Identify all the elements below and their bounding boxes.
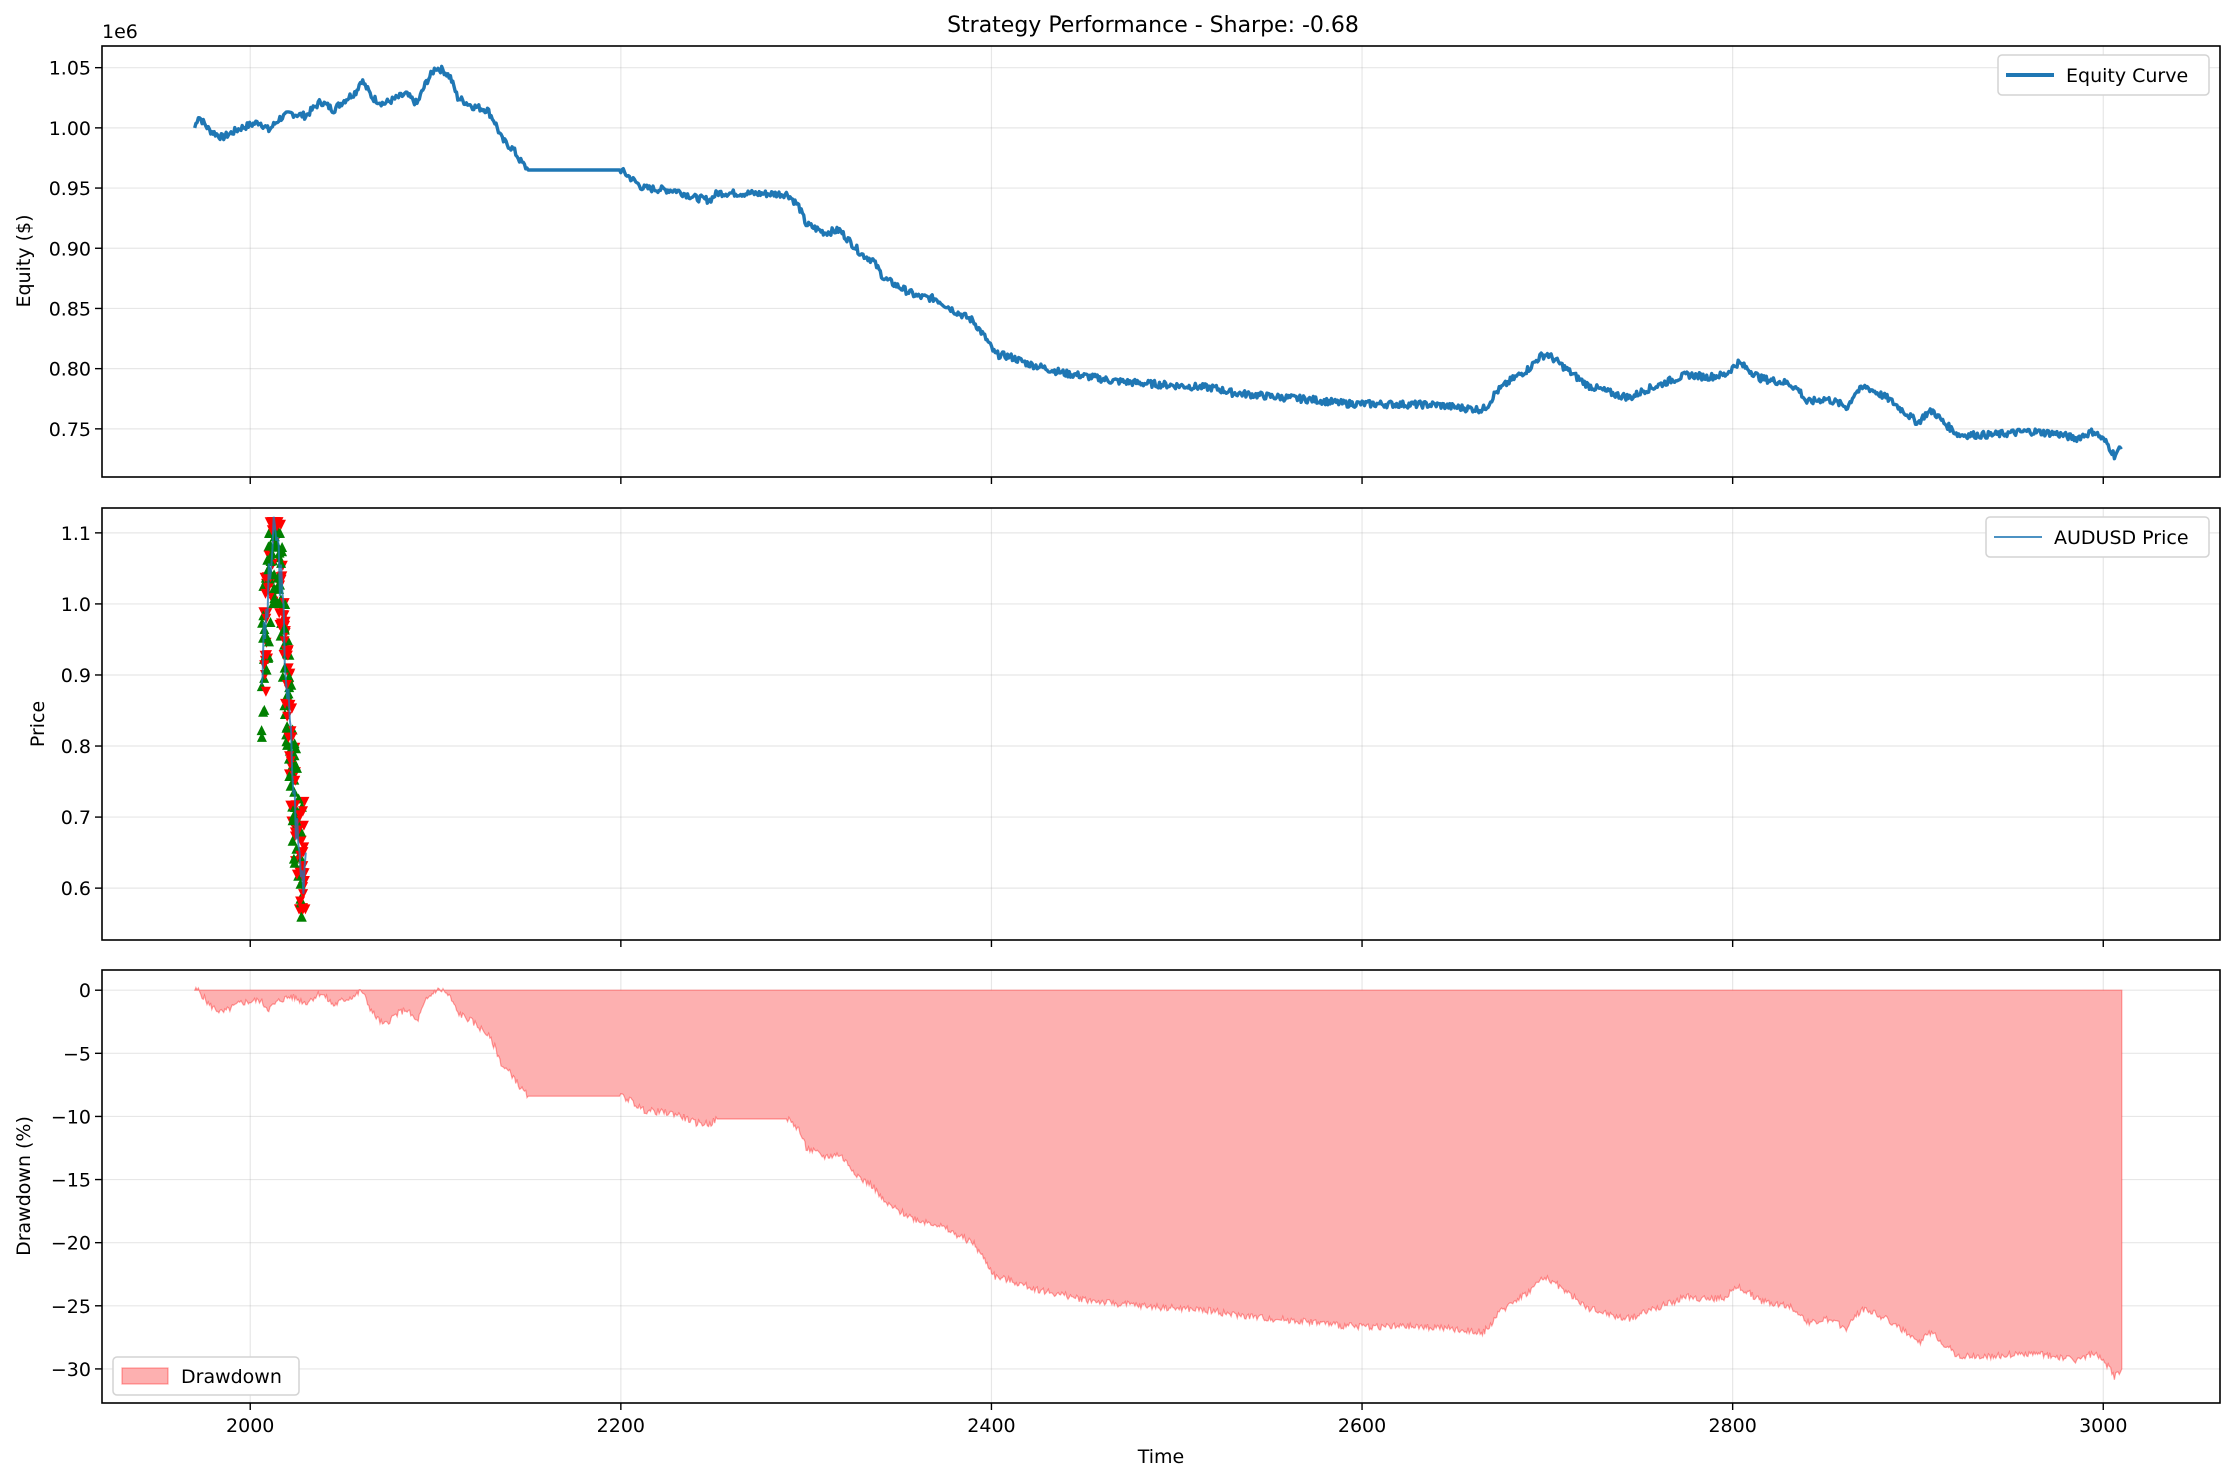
buy-marker	[292, 762, 302, 773]
buy-marker	[296, 911, 307, 922]
sell-marker	[291, 869, 302, 880]
equity-gridlines	[102, 46, 2220, 477]
y-tick-label: 0.80	[49, 359, 91, 381]
drawdown-plot-area	[194, 985, 2123, 1380]
sell-marker	[274, 619, 285, 630]
drawdown-y-axis-label: Drawdown (%)	[13, 1116, 35, 1256]
y-tick-label: 0.75	[49, 419, 91, 441]
figure-title: Strategy Performance - Sharpe: -0.68	[947, 13, 1359, 38]
drawdown-legend: Drawdown	[112, 1356, 300, 1396]
sell-marker	[298, 889, 309, 900]
y-tick-label: −20	[51, 1233, 91, 1255]
sell-marker	[298, 820, 309, 831]
x-tick-label: 2400	[967, 1415, 1015, 1437]
sell-marker	[273, 517, 284, 528]
sell-marker	[260, 686, 271, 697]
y-tick-label: −25	[51, 1296, 91, 1318]
sell-marker	[295, 810, 305, 821]
y-tick-label: −5	[63, 1043, 91, 1065]
audusd-price-line	[260, 516, 307, 894]
sell-marker	[295, 896, 306, 907]
equity-y-ticks: 0.75 0.80 0.85 0.90 0.95 1.00 1.05	[49, 58, 102, 441]
sell-marker	[300, 904, 311, 915]
sell-marker	[262, 650, 272, 661]
equity-legend-box	[1997, 54, 2210, 96]
drawdown-legend-box	[112, 1356, 300, 1396]
y-tick-label: 0.7	[61, 807, 91, 829]
buy-marker	[287, 835, 298, 846]
y-tick-label: 0.8	[61, 736, 91, 758]
price-legend: AUDUSD Price	[1985, 516, 2210, 558]
equity-plot-area	[193, 64, 2123, 461]
sell-marker	[298, 847, 309, 858]
drawdown-legend-swatch	[121, 1367, 169, 1385]
price-x-ticks	[249, 940, 2104, 947]
equity-y-axis-label: Equity ($)	[13, 214, 35, 307]
buy-marker	[256, 731, 267, 742]
buy-marker	[264, 636, 274, 647]
drawdown-axes-frame	[101, 969, 2221, 1404]
buy-marker	[265, 617, 276, 627]
sell-marker	[280, 698, 291, 709]
x-tick-label: 2000	[226, 1415, 274, 1437]
x-axis-label: Time	[1137, 1446, 1185, 1468]
equity-y-offset-text: 1e6	[102, 21, 138, 43]
equity-legend: Equity Curve	[1997, 54, 2210, 96]
y-tick-label: 1.1	[61, 523, 91, 545]
equity-panel: 0.75 0.80 0.85 0.90 0.95 1.00 1.05 1e6 Equity …	[13, 21, 2221, 484]
price-legend-box	[1985, 516, 2210, 558]
y-tick-label: −15	[51, 1170, 91, 1192]
buy-marker	[281, 736, 292, 747]
y-tick-label: 0.95	[49, 178, 91, 200]
price-gridlines	[102, 508, 2220, 940]
buy-marker	[269, 583, 279, 594]
sell-marker	[299, 796, 310, 807]
y-tick-label: −10	[51, 1106, 91, 1128]
price-plot-area	[256, 516, 311, 922]
drawdown-y-ticks: −30 −25 −20 −15 −10 −5 0	[51, 980, 102, 1381]
equity-x-ticks	[249, 477, 2104, 484]
sell-marker	[274, 608, 285, 619]
equity-axes-frame	[101, 45, 2221, 478]
sell-marker	[296, 835, 307, 846]
x-tick-label: 2800	[1708, 1415, 1756, 1437]
price-y-ticks: 0.6 0.7 0.8 0.9 1.0 1.1	[61, 523, 102, 900]
buy-marker	[286, 679, 297, 690]
equity-legend-label: Equity Curve	[2066, 65, 2188, 87]
sell-marker	[259, 660, 270, 671]
y-tick-label: 1.0	[61, 594, 91, 616]
buy-marker	[256, 725, 267, 736]
price-panel: 0.6 0.7 0.8 0.9 1.0 1.1 Price AUDUSD Price	[27, 507, 2221, 947]
x-tick-label: 2200	[597, 1415, 645, 1437]
y-tick-label: 0.90	[49, 238, 91, 260]
drawdown-x-ticks: 2000 2200 2400 2600 2800 3000	[226, 1403, 2127, 1437]
buy-marker	[261, 664, 272, 675]
y-tick-label: 0.85	[49, 298, 91, 320]
price-y-axis-label: Price	[27, 701, 49, 747]
buy-marker	[259, 704, 270, 715]
x-tick-label: 2600	[1338, 1415, 1386, 1437]
y-tick-label: −30	[51, 1359, 91, 1381]
y-tick-label: 0	[79, 980, 91, 1002]
drawdown-legend-label: Drawdown	[181, 1366, 282, 1388]
y-tick-label: 1.00	[49, 118, 91, 140]
y-tick-label: 0.6	[61, 878, 91, 900]
price-legend-label: AUDUSD Price	[2054, 527, 2189, 549]
buy-marker	[281, 722, 292, 733]
equity-curve-line	[193, 64, 2123, 461]
drawdown-area	[194, 985, 2123, 1380]
buy-marker	[264, 527, 274, 538]
drawdown-panel: −30 −25 −20 −15 −10 −5 0 2000 2200 2400 2600 2800 3…	[13, 969, 2221, 1437]
x-tick-label: 3000	[2079, 1415, 2127, 1437]
price-axes-frame	[101, 507, 2221, 941]
y-tick-label: 1.05	[49, 58, 91, 80]
buy-marker	[288, 853, 299, 864]
y-tick-label: 0.9	[61, 665, 91, 687]
